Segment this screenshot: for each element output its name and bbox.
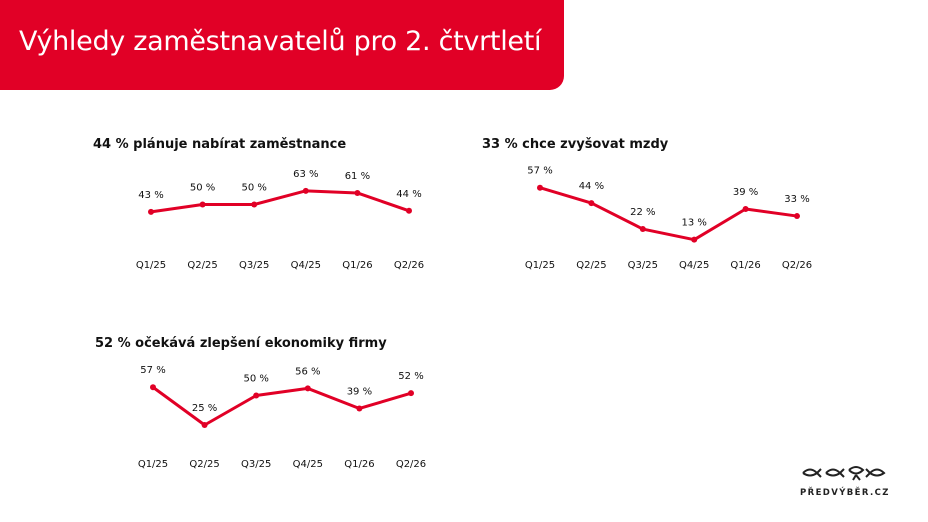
x-tick-label: Q2/26 <box>782 260 812 271</box>
x-tick-label: Q2/25 <box>189 459 219 470</box>
data-point <box>148 208 154 215</box>
data-point <box>408 390 414 397</box>
data-label: 33 % <box>784 194 809 205</box>
data-point <box>199 201 206 208</box>
data-label: 44 % <box>579 181 604 192</box>
chart-title-hiring: 44 % plánuje nabírat zaměstnance <box>93 137 347 152</box>
x-tick-label: Q4/25 <box>291 260 321 271</box>
data-point <box>253 392 260 399</box>
data-label: 50 % <box>190 183 215 194</box>
chart-title-economy: 52 % očekává zlepšení ekonomiky firmy <box>95 336 387 351</box>
logo: PŘEDVÝBĚR.CZ <box>800 464 895 498</box>
series-line <box>150 189 410 214</box>
data-label: 50 % <box>243 374 268 385</box>
x-tick-label: Q2/26 <box>394 260 424 271</box>
data-point <box>406 207 412 214</box>
x-tick-label: Q3/25 <box>241 459 271 470</box>
data-point <box>201 422 208 428</box>
x-tick-label: Q2/26 <box>396 459 426 470</box>
data-label: 25 % <box>192 403 217 414</box>
data-label: 39 % <box>347 386 372 397</box>
x-tick-label: Q1/25 <box>136 260 166 271</box>
x-tick-label: Q1/26 <box>344 459 374 470</box>
data-label: 56 % <box>295 366 320 377</box>
data-point <box>537 184 543 191</box>
header-banner: Výhledy zaměstnavatelů pro 2. čtvrtletí <box>0 0 564 90</box>
chart-title-wages: 33 % chce zvyšovat mzdy <box>482 137 669 152</box>
x-tick-label: Q3/25 <box>628 260 658 271</box>
x-tick-label: Q3/25 <box>239 260 269 271</box>
series-line <box>539 186 798 242</box>
x-tick-label: Q1/26 <box>730 260 760 271</box>
data-label: 61 % <box>345 171 370 182</box>
data-point <box>304 385 311 392</box>
x-tick-label: Q2/25 <box>576 260 606 271</box>
data-label: 13 % <box>681 218 706 229</box>
data-label: 44 % <box>396 189 421 200</box>
data-label: 39 % <box>733 187 758 198</box>
data-point <box>302 187 309 194</box>
data-point <box>354 189 361 196</box>
x-tick-label: Q4/25 <box>679 260 709 271</box>
x-tick-label: Q1/26 <box>342 260 372 271</box>
data-point <box>794 213 800 220</box>
logo-text: PŘEDVÝBĚR.CZ <box>800 488 890 498</box>
data-label: 57 % <box>140 365 165 376</box>
data-point <box>742 205 749 212</box>
data-point <box>150 384 156 391</box>
data-label: 50 % <box>241 183 266 194</box>
x-tick-label: Q1/25 <box>138 459 168 470</box>
data-point <box>251 201 258 208</box>
data-label: 43 % <box>138 190 163 201</box>
data-point <box>356 405 363 412</box>
data-point <box>588 200 595 207</box>
x-tick-label: Q2/25 <box>187 260 217 271</box>
data-label: 22 % <box>630 207 655 218</box>
x-tick-label: Q1/25 <box>525 260 555 271</box>
data-point <box>639 226 646 233</box>
x-tick-label: Q4/25 <box>293 459 323 470</box>
fish-logo-icon <box>802 466 886 481</box>
data-label: 52 % <box>398 371 423 382</box>
series-line <box>152 386 412 427</box>
data-point <box>691 236 698 243</box>
data-label: 63 % <box>293 169 318 180</box>
page-title: Výhledy zaměstnavatelů pro 2. čtvrtletí <box>19 26 542 57</box>
data-label: 57 % <box>527 166 552 177</box>
